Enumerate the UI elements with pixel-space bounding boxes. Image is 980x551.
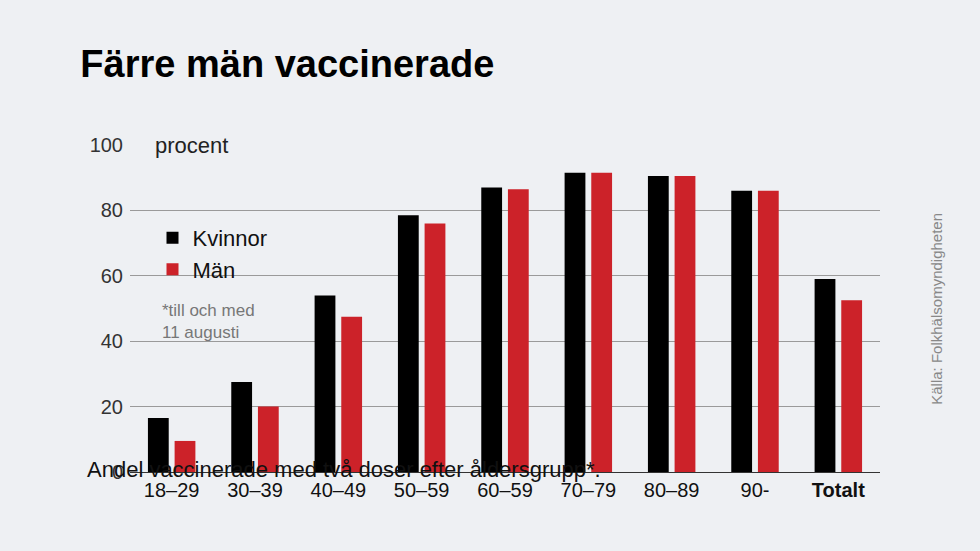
svg-text:30–39: 30–39 — [227, 479, 283, 501]
svg-text:50–59: 50–59 — [394, 479, 450, 501]
svg-text:70–79: 70–79 — [561, 479, 617, 501]
svg-text:Män: Män — [193, 258, 236, 283]
svg-text:40–49: 40–49 — [311, 479, 367, 501]
svg-text:40: 40 — [101, 330, 123, 352]
svg-text:procent: procent — [155, 133, 228, 158]
svg-text:0: 0 — [112, 461, 123, 483]
svg-text:100: 100 — [90, 134, 123, 156]
svg-text:18–29: 18–29 — [144, 479, 200, 501]
svg-text:20: 20 — [101, 396, 123, 418]
svg-text:Källa: Folkhälsomyndigheten: Källa: Folkhälsomyndigheten — [928, 213, 945, 405]
svg-text:Andel vaccinerade med två dose: Andel vaccinerade med två doser efter ål… — [87, 457, 601, 482]
svg-text:60: 60 — [101, 265, 123, 287]
svg-text:Färre män vaccinerade: Färre män vaccinerade — [80, 43, 494, 85]
svg-text:*till och med11 augusti: *till och med11 augusti — [162, 301, 255, 342]
svg-text:80: 80 — [101, 199, 123, 221]
svg-text:Totalt: Totalt — [812, 479, 865, 501]
svg-text:60–59: 60–59 — [477, 479, 533, 501]
svg-text:Kvinnor: Kvinnor — [193, 226, 268, 251]
svg-text:80–89: 80–89 — [644, 479, 700, 501]
svg-text:90-: 90- — [741, 479, 770, 501]
